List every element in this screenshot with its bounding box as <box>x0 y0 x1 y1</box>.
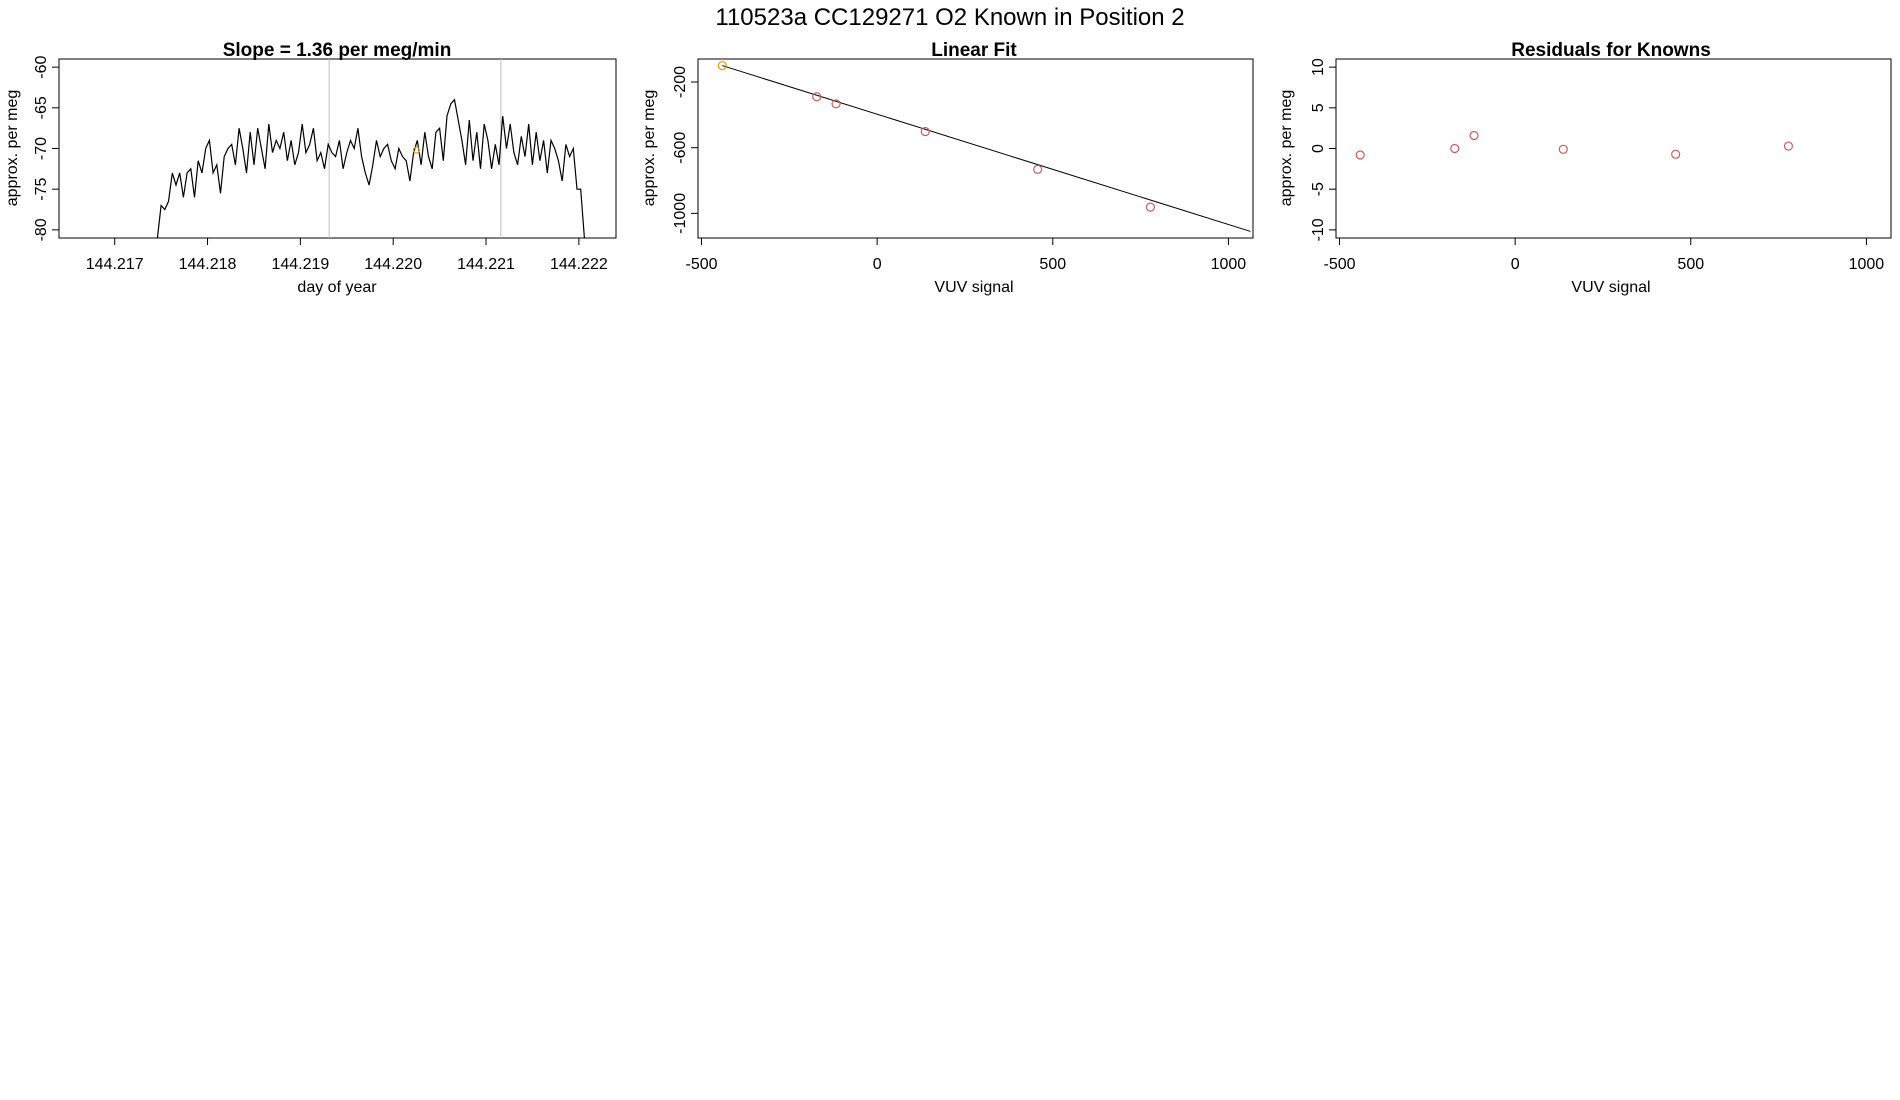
x-axis-label: VUV signal <box>934 279 1013 296</box>
x-tick-label: 144.217 <box>86 256 144 273</box>
data-point <box>1033 164 1043 174</box>
x-tick-label: -500 <box>1323 256 1355 273</box>
y-tick-label: -1000 <box>672 193 689 234</box>
plot-frame <box>1335 58 1892 239</box>
x-tick-label: 1000 <box>1211 256 1247 273</box>
y-tick-label: -10 <box>1310 218 1327 241</box>
x-tick-label: 144.222 <box>550 256 608 273</box>
x-tick-label: 144.218 <box>179 256 237 273</box>
y-tick-label: -600 <box>672 132 689 164</box>
x-axis-label: VUV signal <box>1571 279 1650 296</box>
data-point <box>1450 143 1460 154</box>
y-tick-label: 0 <box>1310 144 1327 153</box>
time-series-panel: Slope = 1.36 per meg/min day of year app… <box>4 40 617 296</box>
x-tick-label: 144.221 <box>457 256 515 273</box>
data-point <box>1469 130 1479 141</box>
x-tick-label: 1000 <box>1849 256 1885 273</box>
highlight-point <box>412 146 421 154</box>
y-tick-label: -5 <box>1310 182 1327 196</box>
x-tick-label: 500 <box>1039 256 1066 273</box>
linear-fit-panel: Linear Fit VUV signal approx. per meg -5… <box>641 40 1254 296</box>
plot-frame <box>697 58 1254 239</box>
x-tick-label: 500 <box>1677 256 1704 273</box>
y-tick-label: -75 <box>33 178 50 201</box>
y-tick-label: 10 <box>1310 58 1327 76</box>
panel-title: Residuals for Knowns <box>1511 40 1711 61</box>
data-point <box>1355 150 1365 160</box>
y-tick-label: -70 <box>33 137 50 160</box>
data-point <box>1558 144 1568 154</box>
residuals-panel: Residuals for Knowns VUV signal approx. … <box>1278 40 1892 296</box>
series-line <box>156 98 585 239</box>
data-point <box>1145 202 1156 212</box>
y-tick-label: -200 <box>672 66 689 98</box>
data-point <box>1783 141 1794 151</box>
x-axis-label: day of year <box>297 279 377 296</box>
data-point <box>920 126 930 137</box>
x-tick-label: -500 <box>685 256 717 273</box>
data-point <box>812 92 822 102</box>
x-tick-label: 0 <box>1511 256 1520 273</box>
x-tick-label: 144.219 <box>271 256 329 273</box>
panel-title: Slope = 1.36 per meg/min <box>223 40 452 61</box>
y-axis-label: approx. per meg <box>641 90 658 207</box>
y-tick-label: -60 <box>33 55 50 78</box>
data-point <box>717 60 727 71</box>
data-point <box>1671 149 1681 159</box>
y-tick-label: 5 <box>1310 103 1327 112</box>
figure-title: 110523a CC129271 O2 Known in Position 2 <box>715 4 1184 31</box>
data-point <box>831 99 841 109</box>
y-tick-label: -65 <box>33 96 50 119</box>
y-axis-label: approx. per meg <box>4 90 21 207</box>
y-tick-label: -80 <box>33 218 50 241</box>
panel-title: Linear Fit <box>931 40 1017 61</box>
fit-line <box>722 65 1251 232</box>
y-axis-label: approx. per meg <box>1278 90 1295 207</box>
x-tick-label: 144.220 <box>364 256 422 273</box>
x-tick-label: 0 <box>873 256 882 273</box>
